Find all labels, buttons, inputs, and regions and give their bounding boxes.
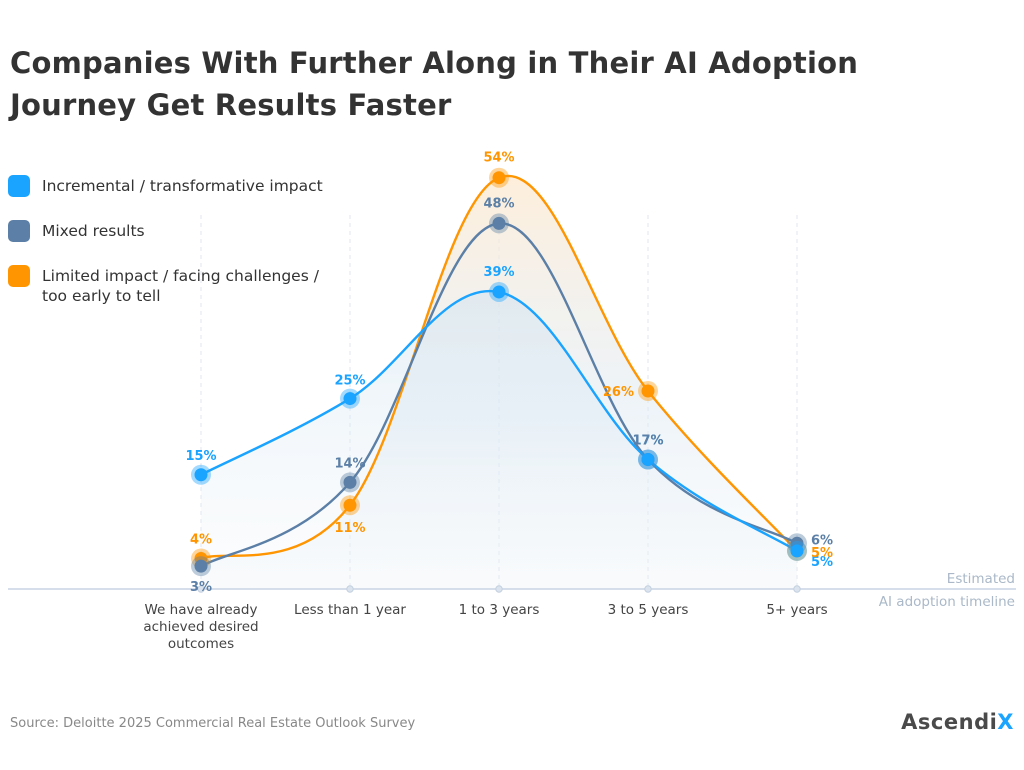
data-label-1-3: 17% (632, 434, 663, 449)
logo-accent: X (997, 710, 1014, 734)
data-point-0-1 (343, 392, 357, 406)
legend-swatch-incremental (8, 175, 30, 197)
x-tick-label-4: 5+ years (766, 602, 827, 618)
logo-text: Ascendi (901, 710, 998, 734)
data-point-2-1 (343, 498, 357, 512)
x-tick-label-1: Less than 1 year (294, 602, 406, 618)
x-axis-title: Estimated AI adoption timeline (879, 571, 1015, 610)
chart-title: Companies With Further Along in Their AI… (10, 46, 859, 122)
data-label-2-1: 11% (334, 521, 365, 536)
x-tick-4 (793, 585, 801, 593)
data-label-2-2: 54% (483, 151, 514, 166)
x-tick-label-2: 1 to 3 years (459, 602, 540, 618)
data-label-0-3: 17% (632, 434, 663, 449)
legend-label-limited: Limited impact / facing challenges / too… (42, 267, 319, 305)
data-point-2-2 (492, 171, 506, 185)
data-label-2-3: 26% (603, 385, 634, 400)
data-point-0-4 (790, 544, 804, 558)
data-label-1-0: 3% (190, 580, 212, 595)
legend-item-limited: Limited impact / facing challenges / too… (8, 260, 338, 306)
x-tick-1 (346, 585, 354, 593)
x-axis-ticks (197, 585, 801, 593)
data-points (191, 167, 807, 577)
data-point-2-3 (641, 384, 655, 398)
data-point-1-2 (492, 216, 506, 230)
brand-logo: AscendiX (901, 710, 1014, 734)
legend-swatch-mixed (8, 220, 30, 242)
data-label-0-0: 15% (185, 449, 216, 464)
legend: Incremental / transformative impact Mixe… (8, 170, 338, 325)
x-tick-0 (197, 585, 205, 593)
data-label-0-1: 25% (334, 374, 365, 389)
data-label-1-2: 48% (483, 196, 514, 211)
data-point-0-0 (194, 468, 208, 482)
data-point-1-1 (343, 475, 357, 489)
data-point-1-0 (194, 559, 208, 573)
x-tick-label-3: 3 to 5 years (608, 602, 689, 618)
legend-item-incremental: Incremental / transformative impact (8, 170, 338, 197)
data-label-0-4: 5% (811, 555, 833, 570)
data-point-0-3 (641, 453, 655, 467)
data-labels: 15%25%39%17%5%3%14%48%17%6%4%11%54%26%5% (185, 151, 833, 595)
legend-label-incremental: Incremental / transformative impact (42, 177, 323, 195)
data-label-2-4: 5% (811, 546, 833, 561)
x-tick-labels: We have already achieved desired outcomes L… (143, 602, 827, 652)
data-label-2-0: 4% (190, 533, 212, 548)
x-tick-3 (644, 585, 652, 593)
data-point-0-2 (492, 285, 506, 299)
area-fill-incremental (201, 290, 797, 589)
data-label-0-2: 39% (483, 265, 514, 280)
legend-item-mixed: Mixed results (8, 215, 338, 242)
source-note: Source: Deloitte 2025 Commercial Real Es… (10, 716, 416, 731)
legend-label-mixed: Mixed results (42, 222, 145, 240)
data-label-1-1: 14% (334, 456, 365, 471)
data-label-1-4: 6% (811, 533, 833, 548)
x-tick-2 (495, 585, 503, 593)
legend-swatch-limited (8, 265, 30, 287)
area-fills (201, 175, 797, 589)
x-tick-label-0: We have already achieved desired outcomes (143, 602, 258, 652)
